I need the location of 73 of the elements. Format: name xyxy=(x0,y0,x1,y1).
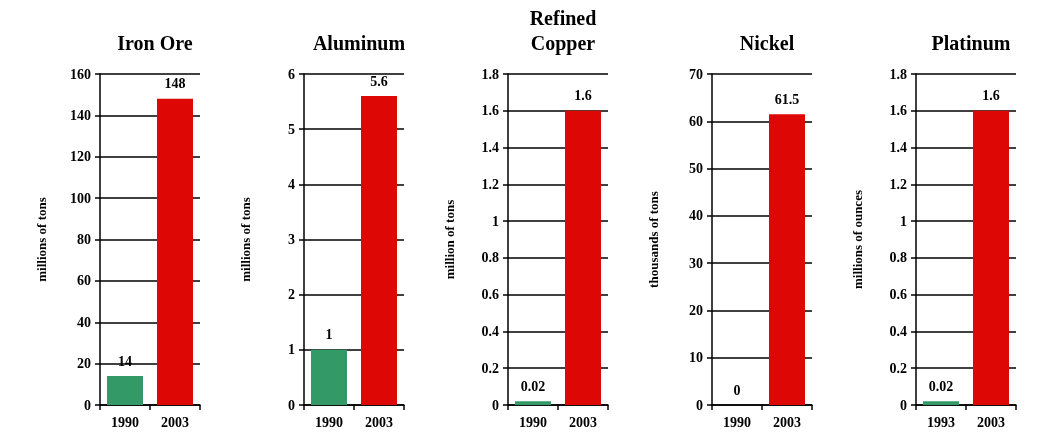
y-axis-title: millions of ounces xyxy=(850,190,865,289)
x-tick-label: 2003 xyxy=(977,414,1005,430)
data-label: 1 xyxy=(325,327,333,343)
data-label: 1.6 xyxy=(982,88,1000,104)
y-tick-label: 0.8 xyxy=(481,250,499,266)
data-label: 0.02 xyxy=(520,378,546,394)
y-tick-label: 140 xyxy=(70,107,91,123)
y-axis-title: millions of tons xyxy=(238,197,253,282)
x-tick-label: 1993 xyxy=(927,414,955,430)
y-axis-title: million of tons xyxy=(442,199,457,280)
data-label: 1.6 xyxy=(574,88,592,104)
data-label: 148 xyxy=(164,76,186,92)
x-tick-label: 2003 xyxy=(161,414,189,430)
x-tick-label: 2003 xyxy=(365,414,393,430)
y-tick-label: 40 xyxy=(689,208,703,224)
x-tick-label: 1990 xyxy=(111,414,139,430)
y-axis-title: thousands of tons xyxy=(646,191,661,288)
y-tick-label: 0 xyxy=(900,397,907,413)
y-tick-label: 0 xyxy=(492,397,499,413)
y-tick-label: 100 xyxy=(70,190,91,206)
y-tick-label: 160 xyxy=(70,66,91,82)
y-tick-label: 120 xyxy=(70,149,91,165)
chart-title: Nickel xyxy=(739,31,795,54)
data-label: 0.02 xyxy=(928,378,954,394)
y-tick-label: 50 xyxy=(689,161,703,177)
y-tick-label: 1.8 xyxy=(889,66,907,82)
y-tick-label: 40 xyxy=(77,314,91,330)
y-tick-label: 0.4 xyxy=(889,323,907,339)
chart-title: Iron Ore xyxy=(117,31,193,54)
chart-title: Aluminum xyxy=(312,31,406,54)
y-tick-label: 0.8 xyxy=(889,250,907,266)
x-tick-label: 1990 xyxy=(723,414,751,430)
y-tick-label: 80 xyxy=(77,232,91,247)
y-tick-label: 1.4 xyxy=(481,140,499,156)
y-tick-label: 1.6 xyxy=(889,103,907,119)
y-tick-label: 60 xyxy=(77,273,91,289)
y-tick-label: 3 xyxy=(288,232,295,247)
data-label: 0 xyxy=(733,382,741,398)
y-tick-label: 0.6 xyxy=(889,287,907,303)
y-tick-label: 0.4 xyxy=(481,323,499,339)
y-tick-label: 0.2 xyxy=(889,360,907,376)
x-tick-label: 2003 xyxy=(773,414,801,430)
x-tick-label: 1990 xyxy=(315,414,343,430)
y-tick-label: 5 xyxy=(288,121,295,137)
y-tick-label: 1.4 xyxy=(889,140,907,156)
y-tick-label: 30 xyxy=(689,255,703,271)
data-label: 5.6 xyxy=(370,73,388,89)
y-tick-label: 0 xyxy=(84,397,91,413)
chart-title: Refined Copper xyxy=(529,6,597,55)
y-tick-label: 20 xyxy=(77,356,91,372)
y-tick-label: 10 xyxy=(689,350,703,366)
y-tick-label: 0 xyxy=(696,397,703,413)
y-tick-label: 1.2 xyxy=(481,176,499,192)
y-tick-label: 0.2 xyxy=(481,360,499,376)
y-tick-label: 2 xyxy=(288,287,295,303)
data-label: 61.5 xyxy=(774,91,800,107)
y-tick-label: 1.2 xyxy=(889,176,907,192)
y-tick-label: 6 xyxy=(288,66,295,82)
y-tick-label: 20 xyxy=(689,302,703,318)
x-tick-label: 2003 xyxy=(569,414,597,430)
y-tick-label: 1.8 xyxy=(481,66,499,82)
y-tick-label: 1.6 xyxy=(481,103,499,119)
y-tick-label: 60 xyxy=(689,113,703,129)
y-tick-label: 1 xyxy=(900,213,907,229)
x-tick-label: 1990 xyxy=(519,414,547,430)
y-tick-label: 0.6 xyxy=(481,287,499,303)
y-tick-label: 0 xyxy=(288,397,295,413)
y-tick-label: 70 xyxy=(689,66,703,82)
y-tick-label: 1 xyxy=(492,213,499,229)
y-tick-label: 1 xyxy=(288,342,295,358)
y-axis-title: millions of tons xyxy=(34,197,49,282)
y-tick-label: 4 xyxy=(288,176,295,192)
chart-title: Platinum xyxy=(931,31,1011,54)
